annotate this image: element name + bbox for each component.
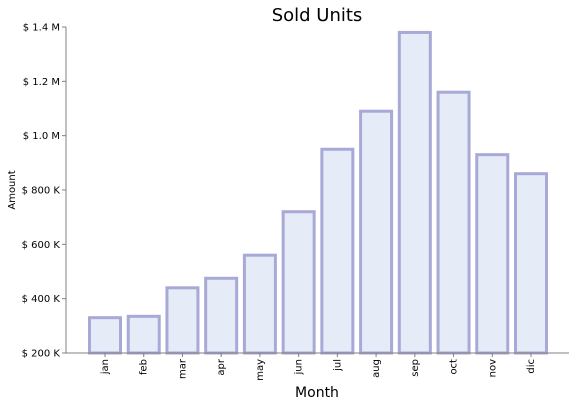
- bar-dic: [514, 172, 548, 355]
- y-tick-label-2: $ 600 K: [22, 240, 61, 251]
- x-tick-label-aug: aug: [371, 359, 382, 378]
- bar-oct: [436, 90, 471, 355]
- x-axis-ticks: jan feb mar apr may jun jul aug sep oct nov dic: [100, 353, 537, 381]
- y-axis-label: Amount: [7, 170, 18, 209]
- y-tick-label-6: $ 1.4 M: [23, 23, 60, 34]
- bars-group: [88, 30, 548, 355]
- x-axis-label: Month: [295, 385, 339, 401]
- x-tick-label-sep: sep: [410, 359, 421, 377]
- bar-apr: [204, 276, 239, 355]
- bar-jul: [320, 147, 355, 355]
- x-tick-label-feb: feb: [139, 359, 150, 375]
- x-tick-label-jul: jul: [332, 359, 343, 372]
- x-tick-label-apr: apr: [216, 358, 227, 375]
- bar-mar: [165, 286, 200, 355]
- x-tick-label-jun: jun: [294, 359, 305, 375]
- x-tick-label-jan: jan: [100, 359, 111, 375]
- y-tick-label-0: $ 200 K: [22, 349, 61, 360]
- bar-may: [242, 253, 277, 355]
- y-tick-label-3: $ 800 K: [22, 186, 61, 197]
- y-tick-label-1: $ 400 K: [22, 294, 61, 305]
- bar-aug: [359, 109, 394, 355]
- bar-feb: [126, 314, 161, 355]
- plot-area: $ 200 K $ 400 K $ 600 K $ 800 K $ 1.0 M $ 1.2…: [22, 23, 569, 381]
- x-tick-label-may: may: [255, 359, 266, 381]
- y-tick-label-5: $ 1.2 M: [23, 77, 60, 88]
- bar-jun: [281, 210, 316, 355]
- bar-jan: [88, 316, 122, 355]
- bar-sep: [397, 30, 432, 355]
- y-tick-label-4: $ 1.0 M: [23, 131, 60, 142]
- chart-title: Sold Units: [272, 5, 363, 26]
- bar-nov: [475, 153, 510, 355]
- x-tick-label-mar: mar: [177, 358, 188, 379]
- y-axis-ticks: $ 200 K $ 400 K $ 600 K $ 800 K $ 1.0 M $ 1.2…: [22, 23, 66, 360]
- x-tick-label-oct: oct: [449, 359, 460, 375]
- x-tick-label-dic: dic: [526, 359, 537, 374]
- x-tick-label-nov: nov: [487, 359, 498, 377]
